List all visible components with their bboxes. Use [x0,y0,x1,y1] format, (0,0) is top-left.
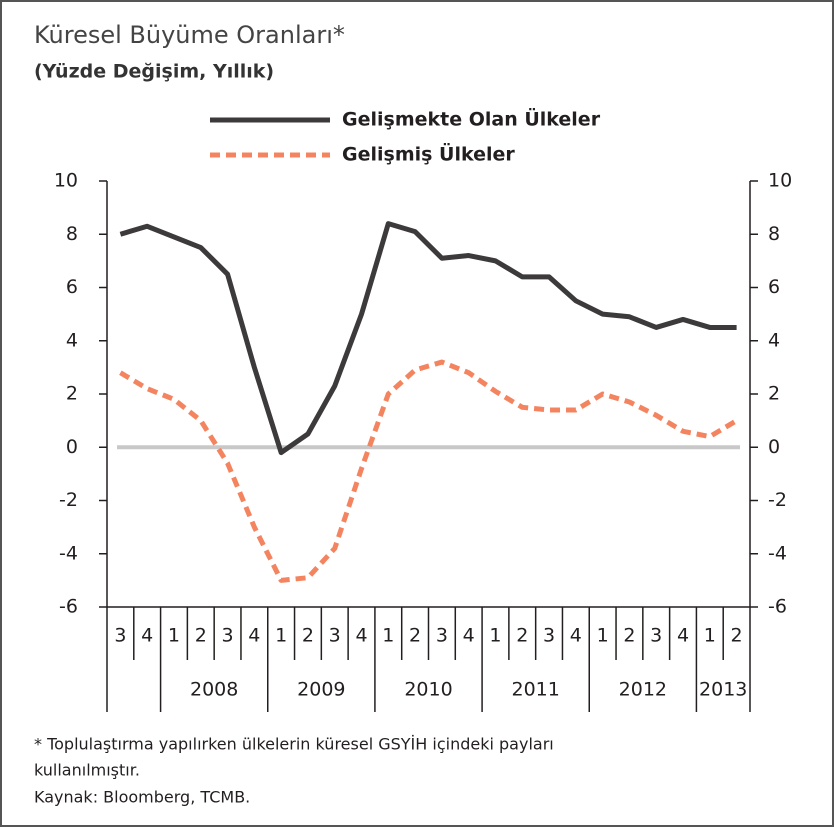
y2-tick-label: 4 [768,329,780,351]
x-tick-label: 4 [677,625,689,647]
y-tick-label: -4 [59,542,78,564]
x-tick-label: 2 [731,625,743,647]
y-tick-label: 0 [66,436,78,458]
y2-tick-label: 10 [768,170,792,192]
x-tick-label: 1 [382,625,394,647]
x-tick-label: 4 [570,625,582,647]
year-label: 2012 [619,679,667,701]
x-tick-label: 1 [704,625,716,647]
year-label: 2009 [297,679,345,701]
y2-tick-label: 6 [768,276,780,298]
x-tick-label: 3 [543,625,555,647]
x-tick-label: 3 [222,625,234,647]
series-line [119,359,738,583]
x-tick-label: 2 [516,625,528,647]
x-tick-label: 1 [168,625,180,647]
x-tick-label: 4 [141,625,153,647]
series-line [119,221,737,456]
x-tick-label: 3 [329,625,341,647]
x-tick-label: 1 [275,625,287,647]
y-tick-label: -2 [59,489,78,511]
x-tick-label: 3 [436,625,448,647]
y-tick-label: 6 [66,276,78,298]
year-label: 2013 [699,679,747,701]
y-tick-label: 10 [54,170,78,192]
x-tick-label: 4 [463,625,475,647]
x-tick-label: 3 [114,625,126,647]
y-tick-label: -6 [59,596,78,618]
y2-tick-label: -6 [768,596,787,618]
y2-tick-label: -4 [768,542,787,564]
source: Kaynak: Bloomberg, TCMB. [34,788,250,807]
x-tick-label: 4 [355,625,367,647]
year-label: 2011 [511,679,559,701]
y2-tick-label: -2 [768,489,787,511]
x-tick-label: 2 [302,625,314,647]
x-tick-label: 1 [489,625,501,647]
legend-label: Gelişmekte Olan Ülkeler [342,107,601,131]
x-tick-label: 3 [650,625,662,647]
x-tick-label: 1 [597,625,609,647]
x-tick-label: 2 [409,625,421,647]
x-tick-label: 2 [623,625,635,647]
y2-tick-label: 8 [768,223,780,245]
x-tick-label: 4 [248,625,260,647]
x-tick-label: 2 [195,625,207,647]
chart-subtitle: (Yüzde Değişim, Yıllık) [34,61,274,83]
legend-label: Gelişmiş Ülkeler [342,142,515,166]
y-tick-label: 2 [66,383,78,405]
y-tick-label: 8 [66,223,78,245]
year-label: 2010 [404,679,452,701]
y-tick-label: 4 [66,329,78,351]
footnote: * Toplulaştırma yapılırken ülkelerin kür… [34,735,554,754]
y2-tick-label: 2 [768,383,780,405]
y2-tick-label: 0 [768,436,780,458]
year-label: 2008 [190,679,238,701]
footnote: kullanılmıştır. [34,761,140,780]
chart-title: Küresel Büyüme Oranları* [34,21,345,49]
